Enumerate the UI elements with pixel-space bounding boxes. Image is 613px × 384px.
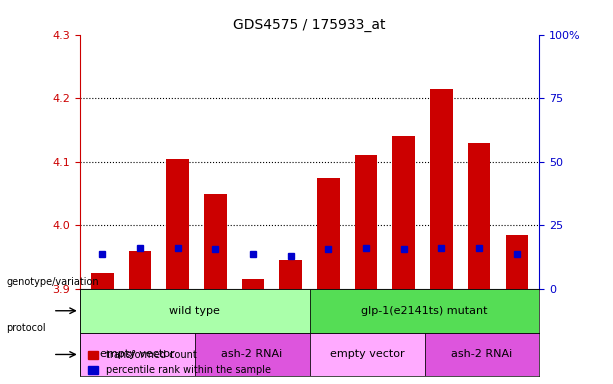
Text: genotype/variation: genotype/variation <box>6 277 99 287</box>
FancyBboxPatch shape <box>80 289 310 333</box>
Text: empty vector: empty vector <box>330 349 405 359</box>
Bar <box>392 136 415 289</box>
Bar <box>91 273 113 289</box>
Text: protocol: protocol <box>6 323 46 333</box>
FancyBboxPatch shape <box>195 333 310 376</box>
FancyBboxPatch shape <box>310 333 424 376</box>
Text: empty vector: empty vector <box>100 349 175 359</box>
Title: GDS4575 / 175933_at: GDS4575 / 175933_at <box>234 18 386 32</box>
Bar <box>506 235 528 289</box>
FancyBboxPatch shape <box>310 289 539 333</box>
FancyBboxPatch shape <box>424 333 539 376</box>
Bar <box>317 178 340 289</box>
Text: ash-2 RNAi: ash-2 RNAi <box>221 349 283 359</box>
Bar <box>355 156 378 289</box>
Bar <box>430 89 453 289</box>
Bar <box>129 251 151 289</box>
Bar <box>166 159 189 289</box>
Bar <box>280 260 302 289</box>
Bar <box>468 142 490 289</box>
Bar <box>204 194 227 289</box>
Legend: transformed count, percentile rank within the sample: transformed count, percentile rank withi… <box>85 346 275 379</box>
Text: ash-2 RNAi: ash-2 RNAi <box>451 349 512 359</box>
FancyBboxPatch shape <box>80 333 195 376</box>
Bar <box>242 279 264 289</box>
Text: glp-1(e2141ts) mutant: glp-1(e2141ts) mutant <box>361 306 488 316</box>
Text: wild type: wild type <box>169 306 220 316</box>
